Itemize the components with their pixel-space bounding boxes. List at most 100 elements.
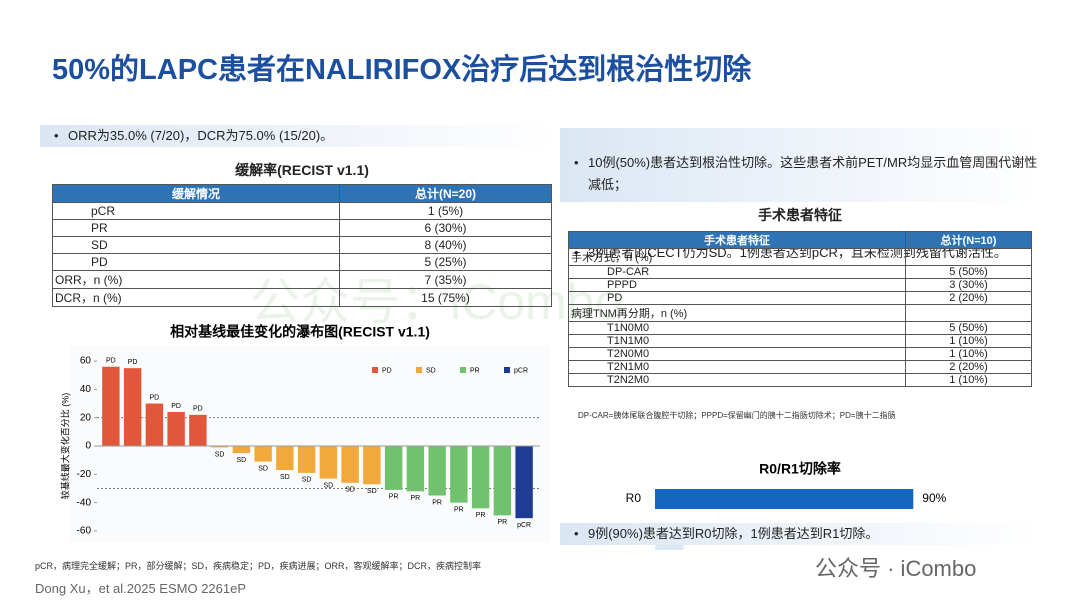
bar-label: PR [454,506,464,513]
table-row: PR 6 (30%) [52,219,552,237]
column-header: 缓解情况 [52,184,340,203]
bar-label: SD [302,477,312,484]
bar-label: SD [367,488,377,495]
table-cell: T2N0M0 [568,347,906,361]
table-cell: 2 (20%) [905,291,1032,305]
table-cell: 1 (10%) [905,334,1032,348]
bar [493,446,512,516]
bullet: 10例(50%)患者达到根治性切除。这些患者术前PET/MR均显示血管周围代谢性… [560,152,1048,196]
section-label: 病理TNM再分期，n (%) [568,304,906,322]
value-label: 90% [922,491,946,505]
bar-label: PR [411,495,421,502]
table-row: T1N1M0 1 (10%) [568,334,1032,348]
table-cell: T1N1M0 [568,334,906,348]
table-cell: T1N0M0 [568,321,906,335]
bar-label: PD [106,358,116,365]
bar [450,446,468,503]
section-row: 手术方式，n (%) [568,248,1032,266]
bar-label: PD [193,406,203,413]
column-header: 手术患者特征 [568,231,906,249]
table-header-row: 手术患者特征 总计(N=10) [568,231,1032,249]
response-table: 缓解情况 总计(N=20) pCR 1 (5%) PR 6 (30%) SD 8 (40%) P… [52,184,552,307]
table-cell: 1 (10%) [905,347,1032,361]
bar [145,403,164,446]
bar [384,446,403,490]
table-row: T1N0M0 5 (50%) [568,321,1032,335]
chart-title: 相对基线最佳变化的瀑布图(RECIST v1.1) [170,324,430,340]
bar [102,366,120,446]
y-tick-label: -20 [77,469,92,480]
table-cell: SD [52,236,340,254]
table-cell: 7 (35%) [339,270,552,289]
table-cell: T2N1M0 [568,360,906,374]
citation: Dong Xu，et al.2025 ESMO 2261eP [35,581,247,596]
bar [232,446,251,454]
bar [428,446,446,496]
y-tick-label: -40 [77,497,92,508]
section-row: 病理TNM再分期，n (%) [568,304,1032,322]
table-row: T2N2M0 1 (10%) [568,373,1032,387]
table-cell: DCR，n (%) [52,288,340,307]
table-cell: 2 (20%) [905,360,1032,374]
bar-label: SD [258,465,268,472]
y-tick-label: 20 [80,412,92,423]
legend-swatch [504,367,510,373]
watermark: 公众号 · iCombo [815,556,977,581]
table-cell [905,248,1032,266]
bar-label: PD [150,394,160,401]
y-tick-label: 0 [85,441,91,452]
surgery-table: 手术患者特征 总计(N=10) 手术方式，n (%) DP-CAR 5 (50%) PPP… [568,231,1032,387]
table-cell: 1 (5%) [339,202,552,220]
bar [254,446,272,462]
y-axis-label: 较基线最大变化百分比 (%) [59,393,70,500]
table-row: PD 5 (25%) [52,253,552,271]
bar [210,446,229,448]
bar-label: SD [215,451,225,458]
bar-label: PR [476,512,486,519]
legend-swatch [460,367,466,373]
table-cell: PR [52,219,340,237]
table-cell: 3 (30%) [905,278,1032,292]
column-header: 总计(N=10) [905,231,1032,249]
table-cell: 5 (50%) [905,265,1032,279]
table-cell: 1 (10%) [905,373,1032,387]
table-cell: 15 (75%) [339,288,552,307]
bar-label: PR [389,494,399,501]
bar-label: SD [324,482,334,489]
legend-label: pCR [514,367,528,374]
table-cell: T2N2M0 [568,373,906,387]
table-cell: 6 (30%) [339,219,552,237]
table-title: 手术患者特征 [758,207,842,223]
bar-label: PR [498,519,508,526]
bar [297,446,316,473]
table-row: T2N0M0 1 (10%) [568,347,1032,361]
bar-label: PD [171,403,181,410]
table-row: ORR，n (%) 7 (35%) [52,270,552,289]
section-label: 手术方式，n (%) [568,248,906,266]
y-tick-label: 40 [80,384,92,395]
table-cell: 5 (50%) [905,321,1032,335]
table-row: pCR 1 (5%) [52,202,552,220]
bar-label: SD [237,457,247,464]
table-header-row: 缓解情况 总计(N=20) [52,184,552,203]
chart-title: R0/R1切除率 [759,461,841,477]
bar [319,446,338,479]
table-cell: pCR [52,202,340,220]
table-row: PPPD 3 (30%) [568,278,1032,292]
bar-label: SD [280,474,290,481]
bar [515,446,533,519]
table-title: 缓解率(RECIST v1.1) [235,162,369,178]
legend-label: SD [426,367,436,374]
bullet: 9例(90%)患者达到R0切除，1例患者达到R1切除。 [560,523,1040,545]
footnote: DP-CAR=胰体尾联合腹腔干切除；PPPD=保留幽门的胰十二指肠切除术；PD=… [578,411,896,420]
table-cell: 8 (40%) [339,236,552,254]
bullet: ORR为35.0% (7/20)，DCR为75.0% (15/20)。 [40,125,556,147]
bar [406,446,425,492]
bar [341,446,359,483]
bar [276,446,294,471]
bar-label: pCR [517,522,531,529]
footnote: pCR，病理完全缓解；PR，部分缓解；SD，疾病稳定；PD，疾病进展；ORR，客… [35,561,482,571]
table-row: DP-CAR 5 (50%) [568,265,1032,279]
